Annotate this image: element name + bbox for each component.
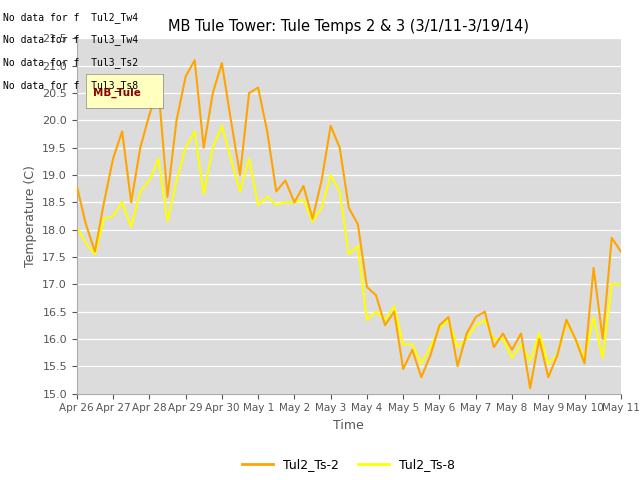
Text: No data for f  Tul3_Ts8: No data for f Tul3_Ts8 [3, 80, 138, 91]
X-axis label: Time: Time [333, 419, 364, 432]
Text: No data for f  Tul3_Tw4: No data for f Tul3_Tw4 [3, 35, 138, 46]
Title: MB Tule Tower: Tule Temps 2 & 3 (3/1/11-3/19/14): MB Tule Tower: Tule Temps 2 & 3 (3/1/11-… [168, 20, 529, 35]
Text: MB_Tule: MB_Tule [93, 88, 140, 98]
Text: No data for f  Tul3_Ts2: No data for f Tul3_Ts2 [3, 57, 138, 68]
Legend: Tul2_Ts-2, Tul2_Ts-8: Tul2_Ts-2, Tul2_Ts-8 [237, 453, 460, 476]
Text: No data for f  Tul2_Tw4: No data for f Tul2_Tw4 [3, 12, 138, 23]
Y-axis label: Temperature (C): Temperature (C) [24, 165, 36, 267]
